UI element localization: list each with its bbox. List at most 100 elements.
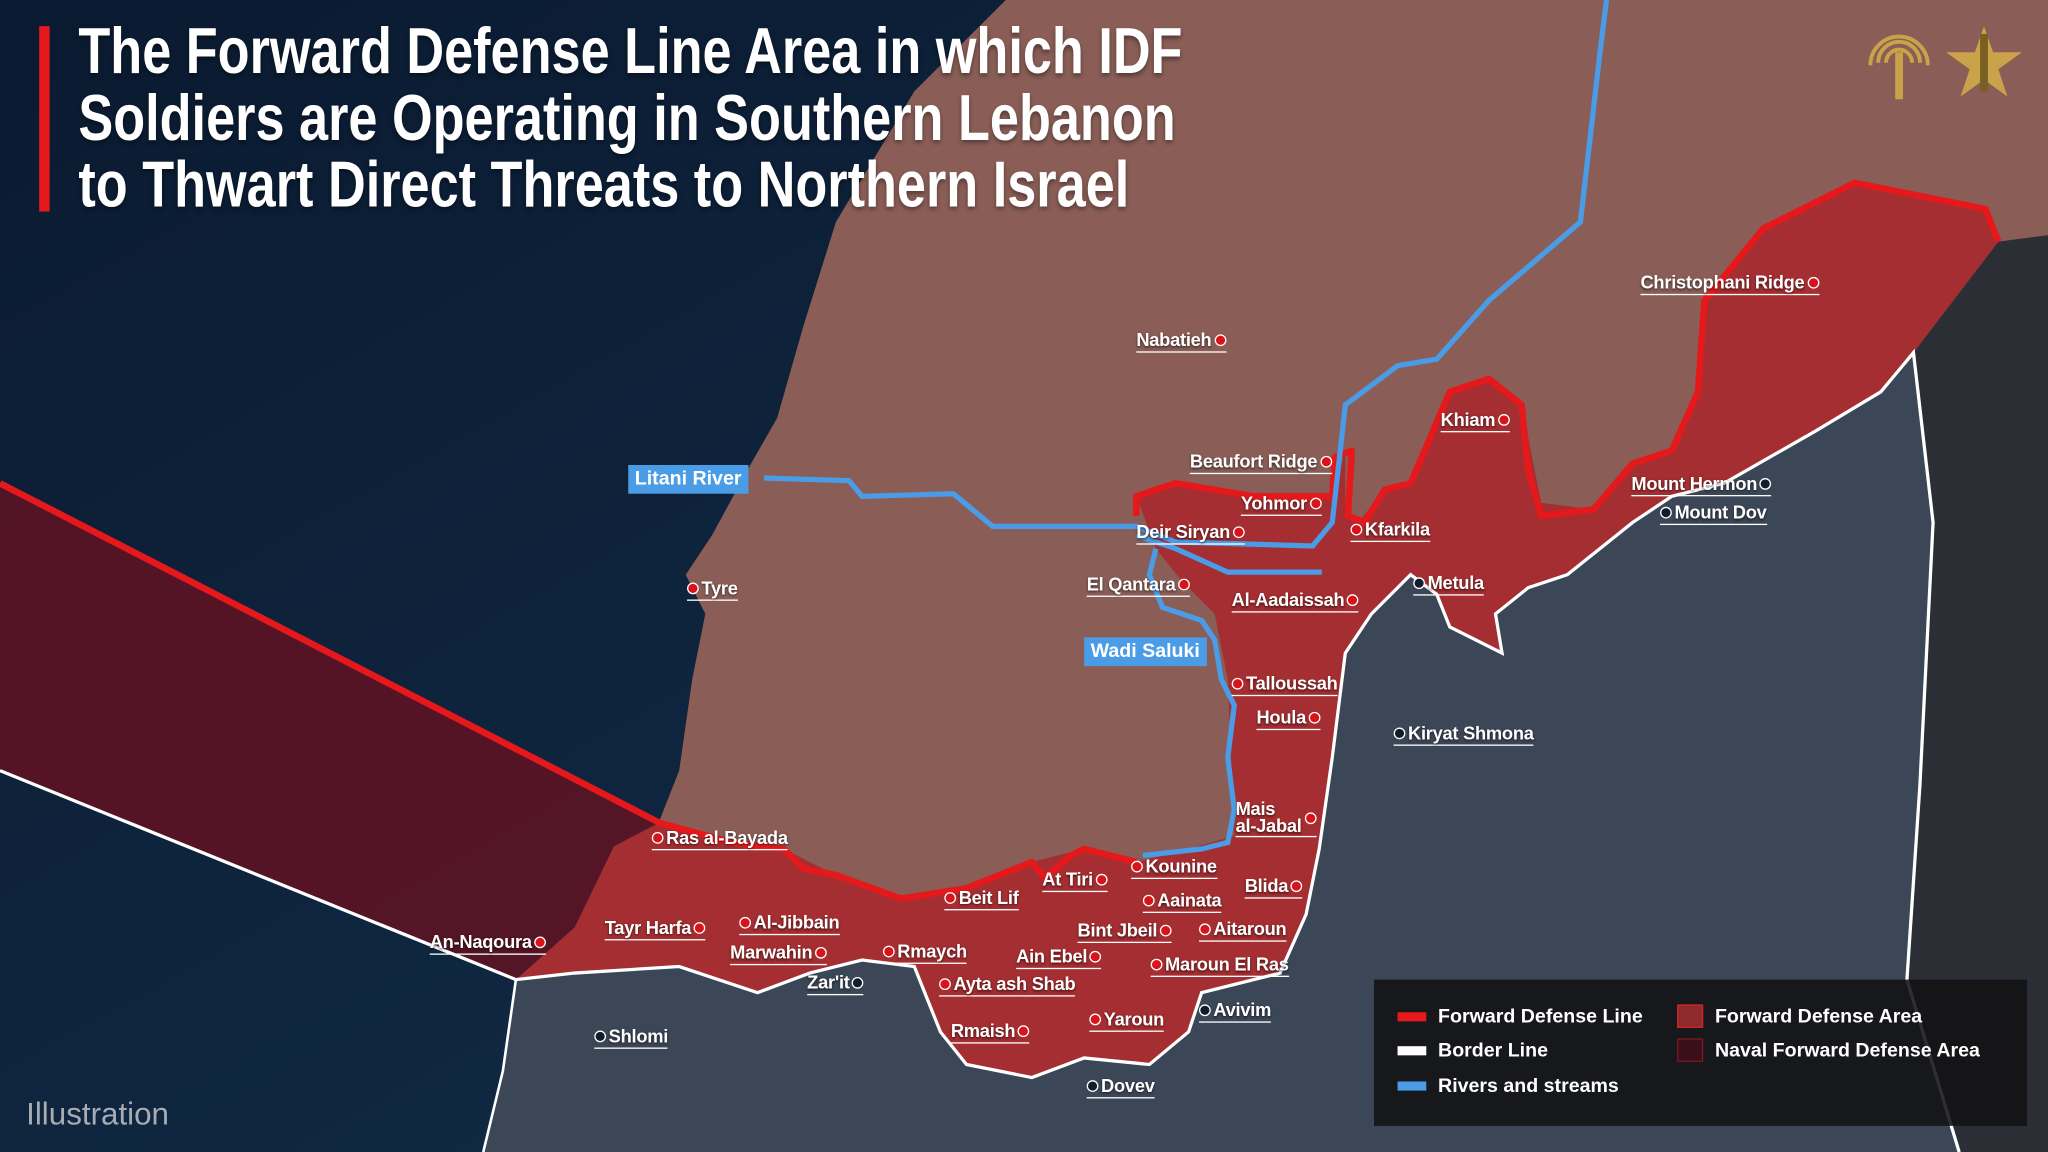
location-marker-icon [1159,924,1172,937]
location-marker-icon [1131,860,1143,873]
place-label-kiryat-shmona: Kiryat Shmona [1393,723,1534,746]
place-label-mais-al-jabal: Mais al-Jabal [1235,798,1316,838]
place-name: Ain Ebel [1016,945,1088,967]
place-label-mount-dov: Mount Dov [1660,502,1767,526]
location-marker-icon [1095,873,1108,886]
place-name: Al-Aadaissah [1231,589,1345,610]
place-name: Beaufort Ridge [1189,450,1318,472]
title-line: The Forward Defense Line Area in which I… [78,14,1183,88]
location-marker-icon [1304,811,1316,824]
place-label-beaufort-ridge: Beaufort Ridge [1189,450,1332,475]
location-marker-icon [687,582,699,595]
place-name: El Qantara [1086,573,1176,595]
israel-land [483,352,1960,1152]
place-name: An-Naqoura [429,931,532,953]
title-line: Soldiers are Operating in Southern Leban… [78,80,1176,155]
place-label-houla: Houla [1256,706,1321,731]
place-name: Tyre [701,577,738,599]
place-name: Rmaish [950,1020,1016,1041]
legend-item-forward-defense-line: Forward Defense Line [1397,1005,1643,1028]
place-label-tayr-harfa: Tayr Harfa [604,918,706,941]
location-marker-icon [1346,594,1359,607]
location-marker-icon [944,892,957,904]
place-name: Deir Siryan [1136,521,1231,543]
place-name: Marwahin [730,941,813,963]
place-name: Talloussah [1246,672,1338,694]
location-marker-icon [1290,880,1303,893]
legend-item-forward-defense-area: Forward Defense Area [1677,1004,1922,1028]
location-marker-icon [594,1030,607,1043]
place-name: Kfarkila [1364,518,1430,540]
legend-swatch [1677,1004,1704,1028]
place-name: Mount Hermon [1631,472,1758,494]
place-label-mount-hermon: Mount Hermon [1631,472,1772,497]
place-name: Kounine [1145,855,1217,877]
place-label-ras-al-bayada: Ras al-Bayada [651,826,788,851]
place-name: Ras al-Bayada [666,826,788,848]
place-name: Houla [1256,706,1306,728]
place-name: Beit Lif [958,886,1019,908]
location-marker-icon [1308,711,1321,724]
place-name: Ayta ash Shab [953,973,1076,994]
place-label-dovev: Dovev [1086,1076,1155,1099]
place-label-talloussah: Talloussah [1231,672,1338,697]
location-marker-icon [1086,1080,1099,1092]
location-marker-icon [1089,950,1102,963]
legend-label: Border Line [1438,1039,1548,1062]
place-name: Aitaroun [1213,918,1287,940]
border-line [0,348,1961,1152]
place-name: Metula [1427,572,1485,593]
place-label-bint-jbeil: Bint Jbeil [1077,920,1172,944]
place-name: Avivim [1213,999,1272,1021]
place-label-el-qantara: El Qantara [1086,573,1190,597]
place-label-at-tiri: At Tiri [1042,868,1108,893]
place-name: Blida [1244,875,1289,896]
forward-defense-line-west [0,480,1138,902]
location-marker-icon [1497,414,1510,426]
location-marker-icon [1089,1013,1102,1026]
place-label-yohmor: Yohmor [1240,493,1322,516]
map-legend: Forward Defense Line Border Line Rivers … [1374,979,2028,1126]
place-name: At Tiri [1042,868,1093,890]
illustration-note: Illustration [26,1097,169,1133]
place-label-ain-ebel: Ain Ebel [1016,945,1102,970]
location-marker-icon [1214,334,1226,347]
location-marker-icon [1231,677,1244,690]
river-label-wadi-saluki: Wadi Saluki [1084,637,1207,667]
place-label-yaroun: Yaroun [1089,1009,1164,1032]
location-marker-icon [1199,1004,1211,1017]
place-label-aainata: Aainata [1142,889,1222,913]
wadi-saluki-stream [1142,547,1237,859]
location-marker-icon [651,831,664,844]
legend-label: Rivers and streams [1438,1074,1619,1098]
legend-swatch [1677,1038,1704,1062]
place-label-shlomi: Shlomi [594,1026,668,1049]
legend-item-rivers: Rivers and streams [1397,1074,1619,1098]
location-marker-icon [1017,1025,1030,1038]
place-label-zar-it: Zar'it [807,971,864,996]
place-name: Al-Jibbain [753,911,840,933]
location-marker-icon [1319,455,1332,468]
location-marker-icon [1350,523,1363,536]
litani-river [764,0,1610,549]
title-line: to Thwart Direct Threats to Northern Isr… [78,147,1130,221]
place-label-blida: Blida [1244,875,1303,899]
place-label-rmaych: Rmaych [882,941,967,964]
legend-label: Forward Defense Line [1438,1005,1643,1028]
place-label-nabatieh: Nabatieh [1136,330,1226,353]
place-name: Zar'it [807,971,850,993]
place-label-tyre: Tyre [687,577,738,601]
place-name: Mais al-Jabal [1235,798,1302,836]
place-label-maroun-el-ras: Maroun El Ras [1150,954,1289,977]
place-name: Aainata [1157,889,1222,911]
forward-defense-line-east [1133,179,2002,526]
place-name: Khiam [1440,408,1496,430]
legend-swatch [1397,1012,1427,1022]
location-marker-icon [739,916,752,929]
location-marker-icon [1759,478,1772,490]
location-marker-icon [814,946,827,959]
location-marker-icon [534,936,547,949]
location-marker-icon [1199,923,1211,936]
place-label-kfarkila: Kfarkila [1350,518,1430,543]
